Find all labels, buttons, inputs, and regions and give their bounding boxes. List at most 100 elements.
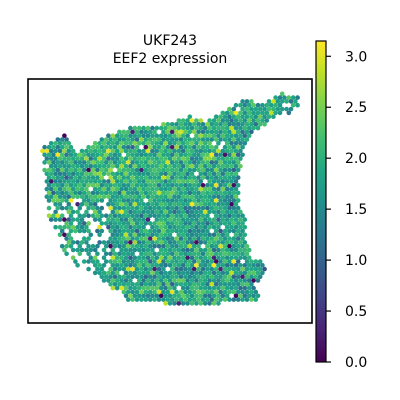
spot bbox=[233, 278, 239, 283]
spot bbox=[183, 190, 188, 196]
spot bbox=[178, 243, 184, 249]
spot bbox=[51, 152, 56, 158]
spot bbox=[178, 137, 184, 142]
spot bbox=[229, 263, 234, 268]
spot bbox=[132, 141, 138, 146]
spot bbox=[117, 274, 122, 280]
spot bbox=[169, 205, 175, 211]
spot bbox=[178, 259, 184, 264]
spot bbox=[139, 137, 144, 142]
spot bbox=[125, 167, 131, 173]
spot bbox=[156, 167, 162, 173]
spot bbox=[233, 209, 239, 215]
spot bbox=[103, 274, 109, 280]
spot bbox=[222, 198, 228, 203]
spot bbox=[134, 129, 140, 135]
spot bbox=[194, 278, 199, 283]
spot bbox=[238, 224, 243, 230]
spot bbox=[53, 163, 58, 169]
spot bbox=[205, 160, 210, 165]
spot bbox=[244, 251, 250, 257]
spot bbox=[59, 205, 65, 211]
spot bbox=[174, 160, 179, 165]
spot bbox=[174, 259, 179, 264]
spot bbox=[227, 259, 232, 264]
spot bbox=[66, 232, 72, 238]
spot bbox=[154, 133, 160, 138]
spot bbox=[242, 278, 248, 283]
spot bbox=[172, 148, 177, 154]
spot bbox=[73, 160, 78, 165]
spot bbox=[128, 232, 133, 238]
spot bbox=[209, 274, 215, 280]
spot bbox=[136, 179, 142, 184]
spot bbox=[145, 247, 151, 253]
spot bbox=[147, 175, 153, 180]
spot bbox=[242, 263, 248, 268]
spot bbox=[202, 148, 208, 154]
spot bbox=[121, 274, 127, 280]
spot bbox=[198, 141, 204, 146]
spot bbox=[198, 285, 204, 291]
spot bbox=[86, 213, 91, 218]
spot bbox=[240, 236, 245, 241]
spot bbox=[222, 129, 228, 135]
spot bbox=[198, 194, 204, 199]
spot bbox=[189, 202, 195, 207]
spot bbox=[231, 152, 237, 158]
spot bbox=[200, 129, 206, 135]
spot bbox=[187, 251, 193, 257]
spot bbox=[222, 266, 228, 272]
spot bbox=[51, 183, 56, 188]
spot bbox=[132, 179, 138, 184]
spot bbox=[119, 278, 124, 283]
spot bbox=[264, 110, 270, 116]
spot bbox=[156, 259, 162, 264]
spot bbox=[99, 175, 105, 180]
spot bbox=[147, 221, 153, 226]
spot bbox=[123, 209, 129, 215]
spot bbox=[145, 232, 151, 238]
spot bbox=[213, 198, 219, 203]
spot bbox=[139, 282, 144, 287]
spot bbox=[136, 232, 142, 238]
spot bbox=[95, 152, 100, 158]
spot bbox=[68, 243, 74, 249]
spot bbox=[55, 144, 61, 150]
spot bbox=[53, 224, 58, 230]
spot bbox=[235, 137, 241, 142]
spot bbox=[55, 198, 61, 203]
spot bbox=[174, 236, 179, 241]
spot bbox=[198, 240, 204, 245]
spot bbox=[220, 156, 226, 161]
spot bbox=[163, 232, 168, 238]
spot bbox=[205, 122, 210, 127]
spot bbox=[224, 179, 230, 184]
spot bbox=[123, 293, 129, 299]
spot bbox=[92, 255, 98, 260]
spot bbox=[163, 156, 168, 161]
spot bbox=[125, 243, 131, 249]
spot bbox=[176, 240, 182, 245]
spot bbox=[240, 137, 245, 142]
spot bbox=[178, 297, 184, 302]
spot bbox=[154, 163, 160, 169]
spot bbox=[246, 133, 252, 138]
spot bbox=[220, 278, 226, 283]
spot bbox=[196, 228, 201, 234]
spot bbox=[139, 243, 144, 249]
spot bbox=[110, 156, 116, 161]
spot bbox=[200, 259, 206, 264]
spot bbox=[150, 278, 155, 283]
spot bbox=[141, 156, 146, 161]
spot bbox=[185, 285, 190, 291]
spot bbox=[205, 228, 210, 234]
spot bbox=[209, 289, 215, 295]
spot bbox=[103, 221, 109, 226]
spot bbox=[86, 183, 91, 188]
spot bbox=[196, 297, 201, 302]
spot bbox=[216, 194, 221, 199]
spot bbox=[53, 148, 58, 154]
spot bbox=[167, 232, 173, 238]
spot bbox=[251, 118, 256, 123]
